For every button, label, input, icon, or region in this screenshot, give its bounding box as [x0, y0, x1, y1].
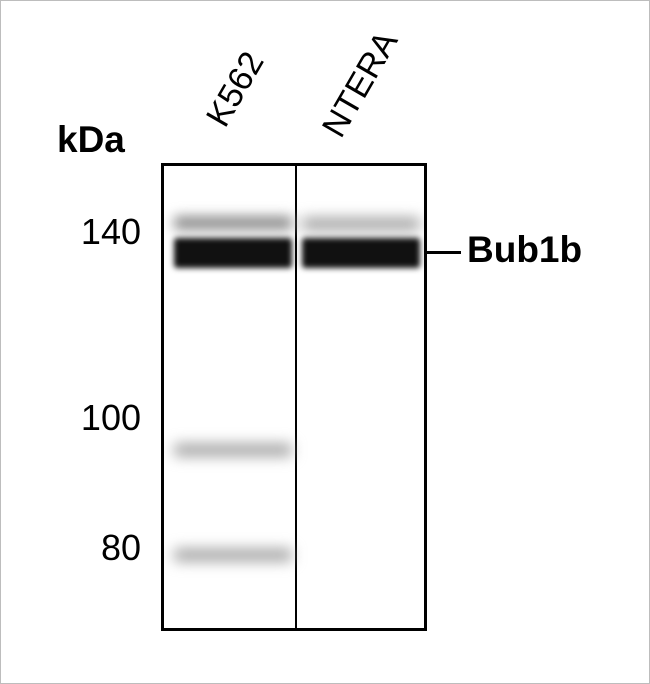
band-k562-1	[174, 238, 292, 268]
kda-tick-80: 80	[101, 527, 141, 569]
lane-label-wrap-ntera: NTERA	[281, 9, 441, 159]
band-ntera-1	[302, 238, 420, 268]
blot-box	[161, 163, 427, 631]
lane-k562	[174, 166, 292, 628]
lane-separator	[295, 166, 297, 628]
lane-ntera	[302, 166, 420, 628]
band-k562-3	[174, 549, 292, 561]
band-k562-2	[174, 444, 292, 456]
western-blot-figure: kDa 140 100 80 K562 NTERA Bub1b	[0, 0, 650, 684]
kda-tick-140: 140	[81, 211, 141, 253]
axis-title-kda: kDa	[57, 119, 125, 161]
protein-label-bub1b: Bub1b	[467, 229, 582, 271]
band-ntera-0	[302, 218, 420, 230]
bub1b-marker-line	[427, 251, 461, 254]
band-k562-0	[174, 216, 292, 230]
lane-label-k562: K562	[199, 45, 272, 133]
kda-tick-100: 100	[81, 397, 141, 439]
lane-label-wrap-k562: K562	[176, 29, 296, 149]
lane-label-ntera: NTERA	[315, 24, 406, 143]
